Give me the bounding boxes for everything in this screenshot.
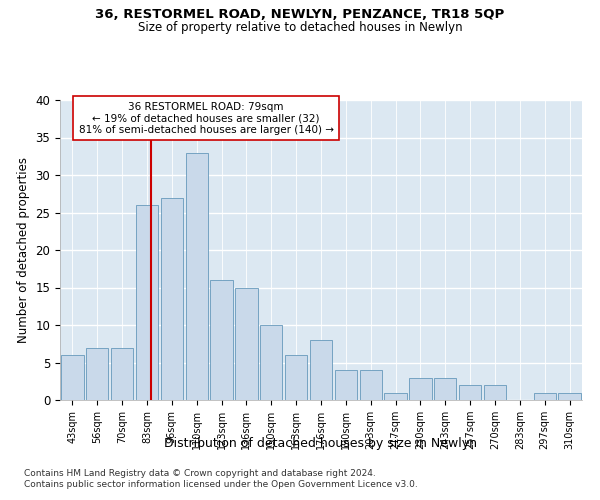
Bar — [434, 378, 457, 400]
Bar — [285, 355, 307, 400]
Text: 36, RESTORMEL ROAD, NEWLYN, PENZANCE, TR18 5QP: 36, RESTORMEL ROAD, NEWLYN, PENZANCE, TR… — [95, 8, 505, 20]
Bar — [459, 385, 481, 400]
Text: Contains public sector information licensed under the Open Government Licence v3: Contains public sector information licen… — [24, 480, 418, 489]
Bar — [310, 340, 332, 400]
Text: Size of property relative to detached houses in Newlyn: Size of property relative to detached ho… — [137, 21, 463, 34]
Bar — [409, 378, 431, 400]
Bar — [533, 392, 556, 400]
Bar — [185, 152, 208, 400]
Text: 36 RESTORMEL ROAD: 79sqm
← 19% of detached houses are smaller (32)
81% of semi-d: 36 RESTORMEL ROAD: 79sqm ← 19% of detach… — [79, 102, 334, 134]
Bar — [211, 280, 233, 400]
Text: Distribution of detached houses by size in Newlyn: Distribution of detached houses by size … — [164, 438, 478, 450]
Bar — [260, 325, 283, 400]
Bar — [335, 370, 357, 400]
Bar — [161, 198, 183, 400]
Bar — [136, 205, 158, 400]
Y-axis label: Number of detached properties: Number of detached properties — [17, 157, 30, 343]
Bar — [86, 348, 109, 400]
Bar — [559, 392, 581, 400]
Bar — [61, 355, 83, 400]
Bar — [359, 370, 382, 400]
Bar — [484, 385, 506, 400]
Bar — [111, 348, 133, 400]
Bar — [385, 392, 407, 400]
Bar — [235, 288, 257, 400]
Text: Contains HM Land Registry data © Crown copyright and database right 2024.: Contains HM Land Registry data © Crown c… — [24, 468, 376, 477]
